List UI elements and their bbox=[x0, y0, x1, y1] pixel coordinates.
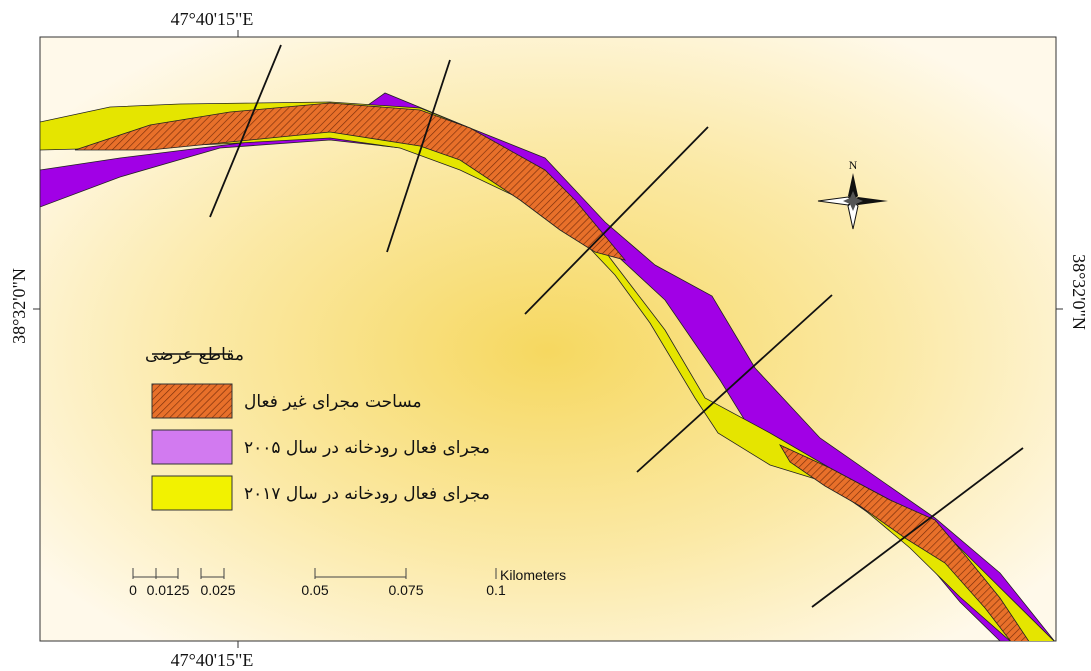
legend-label-2017: مجرای فعال رودخانه در سال ۲۰۱۷ bbox=[244, 484, 490, 504]
legend-swatch-inactive bbox=[152, 384, 232, 418]
north-label: N bbox=[849, 158, 858, 172]
bottom-longitude-label: 47°40'15"E bbox=[171, 650, 254, 670]
legend-label-inactive: مساحت مجرای غیر فعال bbox=[244, 392, 422, 412]
scale-tick-label: 0.05 bbox=[301, 582, 328, 598]
left-latitude-label: 38°32'0"N bbox=[9, 268, 29, 344]
scale-tick-label: 0.075 bbox=[388, 582, 423, 598]
scale-unit-label: Kilometers bbox=[500, 567, 566, 583]
legend-label-2005: مجرای فعال رودخانه در سال ۲۰۰۵ bbox=[244, 438, 490, 458]
scale-tick-label: 0.1 bbox=[486, 582, 506, 598]
legend-label-cross-section: مقاطع عرضی bbox=[145, 345, 244, 365]
right-latitude-label: 38°32'0"N bbox=[1069, 254, 1089, 330]
legend-swatch-2017 bbox=[152, 476, 232, 510]
scale-tick-label: 0.025 bbox=[200, 582, 235, 598]
top-longitude-label: 47°40'15"E bbox=[171, 9, 254, 29]
scale-tick-label: 0 bbox=[129, 582, 137, 598]
scale-tick-label: 0.0125 bbox=[147, 582, 190, 598]
legend-swatch-2005 bbox=[152, 430, 232, 464]
